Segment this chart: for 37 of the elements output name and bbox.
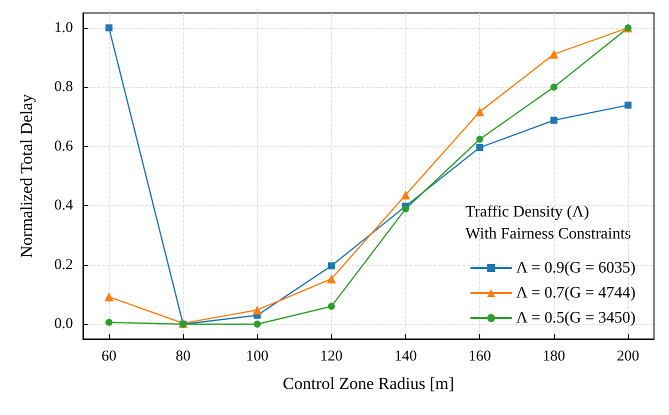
- point: [105, 24, 112, 32]
- x-axis-title: Control Zone Radius [m]: [282, 374, 454, 393]
- x-tick-label: 140: [394, 348, 417, 364]
- point: [476, 144, 484, 152]
- y-tick-label: 1.0: [54, 20, 73, 36]
- point: [549, 50, 558, 59]
- point: [624, 102, 632, 109]
- y-tick-label: 0.4: [54, 198, 74, 214]
- point: [476, 136, 484, 143]
- point: [550, 116, 558, 124]
- point: [328, 302, 335, 310]
- x-tick-label: 100: [246, 348, 269, 364]
- y-axis-title: Normalized Total Delay: [17, 94, 36, 258]
- y-tick-label: 0.0: [54, 316, 73, 332]
- point: [402, 205, 410, 212]
- y-tick-label: 0.8: [54, 79, 73, 96]
- x-tick-label: 60: [101, 348, 116, 364]
- legend-label: Λ = 0.9(G = 6035): [516, 260, 636, 276]
- point: [550, 84, 558, 91]
- y-tick-label: 0.6: [54, 138, 74, 154]
- point: [326, 274, 336, 284]
- point: [401, 190, 410, 200]
- legend-label: Λ = 0.7(G = 4744): [516, 284, 636, 302]
- x-tick-label: 180: [542, 348, 566, 364]
- x-tick-label: 160: [468, 348, 491, 364]
- point: [328, 262, 335, 270]
- point: [254, 320, 261, 328]
- point: [475, 107, 484, 116]
- y-tick-label: 0.2: [54, 256, 73, 273]
- point: [104, 292, 114, 302]
- point: [105, 318, 112, 326]
- legend-label: Λ = 0.5(G = 3450): [516, 310, 636, 326]
- legend-title: Traffic Density (Λ) With Fairness Constraints: [465, 204, 632, 242]
- x-tick-label: 120: [320, 348, 343, 364]
- x-tick-label: 80: [176, 348, 191, 364]
- x-tick-label: 200: [616, 348, 640, 364]
- point: [252, 305, 262, 314]
